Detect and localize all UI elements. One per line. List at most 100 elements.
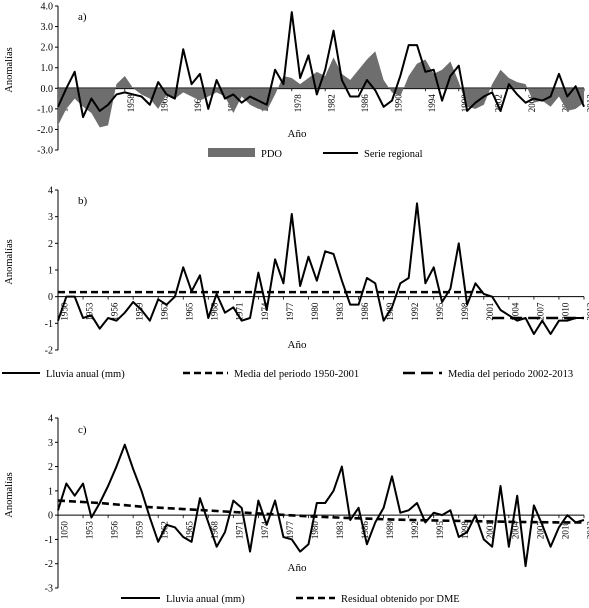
x-tick-label: 1986 xyxy=(360,302,370,321)
y-tick-label: 4 xyxy=(48,414,53,425)
y-axis-label: Anomalías xyxy=(4,239,15,285)
x-tick-label: 2007 xyxy=(535,302,545,321)
x-tick-label: 1974 xyxy=(260,302,270,321)
x-tick-label: 1977 xyxy=(285,521,295,540)
y-tick-label: -2.0 xyxy=(37,125,53,136)
x-tick-label: 1995 xyxy=(435,302,445,321)
x-tick-label: 2001 xyxy=(485,521,495,539)
x-tick-label: 1962 xyxy=(160,94,170,112)
y-tick-label: 4.0 xyxy=(41,2,54,13)
series-line-2 xyxy=(57,499,584,524)
x-tick-label: 2013 xyxy=(585,302,589,321)
x-tick-label: 1950 xyxy=(59,302,69,321)
x-tick-label: 2002 xyxy=(494,94,504,112)
y-tick-label: -2 xyxy=(45,346,53,357)
x-tick-label: 1962 xyxy=(160,303,170,321)
y-axis-label: Anomalías xyxy=(4,472,15,518)
y-tick-label: 3 xyxy=(48,212,53,223)
y-tick-label: 3 xyxy=(48,438,53,449)
x-tick-label: 1050 xyxy=(59,521,69,540)
legend-label: Lluvia anual (mm) xyxy=(46,369,125,380)
x-tick-label: 1966 xyxy=(193,94,203,113)
x-tick-label: 1968 xyxy=(210,521,220,540)
x-axis-label: Año xyxy=(288,128,307,140)
y-tick-label: 2 xyxy=(48,239,53,250)
y-tick-label: 4 xyxy=(48,186,53,197)
x-tick-label: 1956 xyxy=(110,302,120,321)
x-tick-label: 2007 xyxy=(535,521,545,540)
pdo-area xyxy=(58,51,584,128)
y-tick-label: 0 xyxy=(48,292,53,303)
y-tick-label: -2 xyxy=(45,559,53,570)
chart-panel-2: 4 3 2 1 0 -1 -2 1950 1953 1956 1959 1962 1965 1968 197… xyxy=(2,186,589,380)
x-tick-label: 1958 xyxy=(126,94,136,113)
x-tick-label: 1983 xyxy=(335,302,345,321)
y-tick-label: 2.0 xyxy=(41,43,54,54)
legend-label: Lluvia anual (mm) xyxy=(166,594,245,605)
x-tick-label: 1974 xyxy=(260,521,270,540)
x-tick-label: 1980 xyxy=(310,302,320,321)
x-tick-label: 1977 xyxy=(285,302,295,321)
x-tick-label: 1983 xyxy=(335,521,345,540)
x-tick-label: 1992 xyxy=(410,303,420,321)
series-line-2 xyxy=(57,11,585,119)
y-tick-label: -1 xyxy=(45,319,53,330)
x-tick-label: 1953 xyxy=(84,521,94,540)
x-axis-label: Año xyxy=(288,339,307,351)
x-tick-label: 2004 xyxy=(510,521,520,540)
x-tick-label: 1982 xyxy=(327,94,337,112)
y-tick-label: 0 xyxy=(48,511,53,522)
y-tick-label: 2 xyxy=(48,462,53,473)
x-tick-label: 1978 xyxy=(293,94,303,113)
x-tick-label: 1989 xyxy=(385,521,395,540)
x-tick-label: 1986 xyxy=(360,521,370,540)
x-tick-label: 2010 xyxy=(560,302,570,321)
y-tick-label: -3.0 xyxy=(37,146,53,157)
legend-swatch xyxy=(208,148,255,157)
x-tick-label: 1998 xyxy=(460,302,470,321)
x-tick-label: 2004 xyxy=(510,302,520,321)
y-tick-label: 1 xyxy=(48,486,53,497)
x-tick-label: 1965 xyxy=(185,302,195,321)
x-tick-label: 1959 xyxy=(135,521,145,540)
x-tick-label: 1994 xyxy=(427,94,437,113)
x-tick-label: 2006 xyxy=(527,94,537,113)
legend-label: Media del periodo 2002-2013 xyxy=(448,369,573,380)
series-line-1 xyxy=(57,443,585,568)
x-tick-label: 2010 xyxy=(560,521,570,540)
y-axis-label: Anomalías xyxy=(4,47,15,93)
x-axis-label: Año xyxy=(288,562,307,574)
x-tick-label: 1968 xyxy=(210,302,220,321)
legend-label: PDO xyxy=(261,149,282,160)
chart-panel-1: 4.03.02.01.00.0-1.0-2.0-3.01950195419581… xyxy=(4,2,589,161)
y-tick-label: 0.0 xyxy=(41,84,54,95)
legend-label: Media del periodo 1950-2001 xyxy=(234,369,359,380)
x-tick-label: 1992 xyxy=(410,521,420,539)
panel-label: a) xyxy=(78,11,87,23)
x-tick-label: 2001 xyxy=(485,303,495,321)
legend-label: Residual obtenido por DME xyxy=(341,594,460,605)
panel-label: c) xyxy=(78,424,87,436)
y-tick-label: 3.0 xyxy=(41,22,54,33)
series-line-1 xyxy=(57,202,584,335)
x-tick-label: 1971 xyxy=(235,303,245,321)
x-tick-label: 1959 xyxy=(135,302,145,321)
x-tick-label: 2013 xyxy=(585,94,589,113)
x-tick-label: 1986 xyxy=(360,94,370,113)
x-tick-label: 1953 xyxy=(84,302,94,321)
x-tick-label: 1956 xyxy=(110,521,120,540)
x-tick-label: 1980 xyxy=(310,521,320,540)
y-tick-label: -3 xyxy=(45,584,53,595)
y-tick-label: 1.0 xyxy=(41,63,54,74)
y-tick-label: -1 xyxy=(45,535,53,546)
x-tick-label: 1998 xyxy=(460,521,470,540)
x-tick-label: 1971 xyxy=(235,521,245,539)
x-tick-label: 1995 xyxy=(435,521,445,540)
y-tick-label: -1.0 xyxy=(37,104,53,115)
x-tick-label: 2013 xyxy=(585,521,589,540)
x-tick-label: 1990 xyxy=(393,94,403,113)
y-tick-label: 1 xyxy=(48,266,53,277)
legend-label: Serie regional xyxy=(364,149,423,160)
x-tick-label: 1965 xyxy=(185,521,195,540)
